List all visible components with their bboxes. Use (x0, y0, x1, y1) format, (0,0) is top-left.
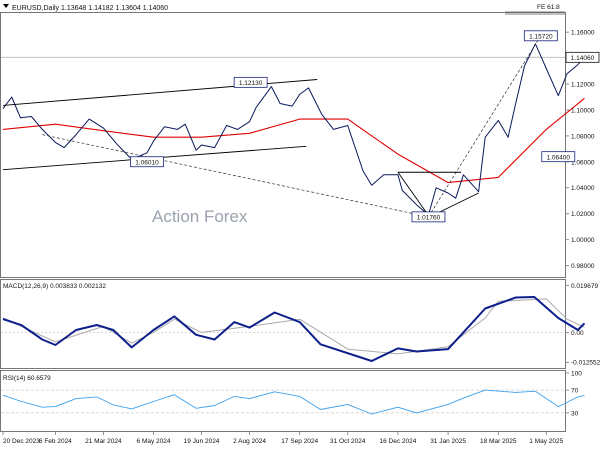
price-annotation-label: 1.12130 (239, 80, 263, 87)
macd-y-tick-label: 0.00 (571, 330, 584, 337)
support-trend-line (42, 134, 429, 218)
price-y-tick-label: 1.12000 (571, 81, 595, 88)
current-price-tag (565, 51, 600, 63)
x-tick-label: 18 Mar 2025 (480, 438, 517, 445)
macd-y-tick-label: -0.012552 (571, 360, 600, 367)
label-layer: 1.160001.140001.120001.100001.080001.060… (3, 30, 600, 445)
series-layer (2, 43, 586, 415)
price-y-tick-label: 1.08000 (571, 133, 595, 140)
x-tick-label: 6 Feb 2024 (39, 438, 72, 445)
price-line (2, 43, 585, 216)
price-annotation-box (541, 151, 576, 163)
price-panel (0, 12, 566, 278)
price-y-tick-label: 1.00000 (571, 237, 595, 244)
x-tick-label: 20 Dec 2023 (3, 438, 40, 445)
price-annotation-label: 1.06010 (135, 159, 159, 166)
x-tick-label: 2 Aug 2024 (233, 438, 266, 445)
rsi-y-tick-label: 30 (571, 410, 579, 417)
macd-line (2, 296, 586, 362)
price-annotation-box (523, 30, 558, 42)
watermark: Action Forex (152, 207, 248, 226)
x-tick-label: 19 Jun 2024 (184, 438, 220, 445)
current-price-label: 1.14060 (571, 55, 595, 62)
price-annotation-box (411, 211, 446, 223)
price-annotation-label: 1.15720 (529, 33, 553, 40)
price-annotation-box (130, 156, 164, 168)
rsi-y-tick-label: 70 (571, 388, 579, 395)
reference-lines (1, 11, 565, 414)
symbol-header: EURUSD,Daily 1.13648 1.14182 1.13604 1.1… (12, 5, 168, 12)
dropdown-arrow-icon[interactable] (3, 4, 9, 8)
x-tick-label: 21 Mar 2024 (85, 438, 122, 445)
fib-corner-label: FE 61.8 (537, 4, 560, 11)
rsi-line (2, 389, 585, 415)
price-y-tick-label: 0.98000 (571, 263, 595, 270)
fib-projection-line (428, 35, 542, 218)
price-y-tick-label: 1.16000 (571, 30, 595, 37)
x-tick-label: 31 Jan 2025 (430, 438, 466, 445)
consolidation-left-line (397, 171, 430, 218)
price-y-tick-label: 1.06000 (571, 159, 595, 166)
price-annotation-label: 1.01760 (417, 214, 441, 221)
macd-header: MACD(12,26,9) 0.003833 0.002132 (3, 283, 106, 290)
rsi-header: RSI(14) 60.6579 (3, 375, 51, 382)
rsi-y-tick-label: 100 (571, 370, 582, 377)
x-tick-label: 17 Sep 2024 (281, 438, 318, 445)
price-y-tick-label: 1.04000 (571, 185, 595, 192)
price-annotation-box (233, 76, 268, 88)
macd-panel (0, 279, 566, 369)
moving-average-line (2, 97, 585, 184)
rsi-panel (0, 370, 566, 432)
price-y-tick-label: 1.02000 (571, 211, 595, 218)
x-tick-label: 16 Dec 2024 (379, 438, 416, 445)
macd-y-tick-label: 0.019679 (571, 283, 598, 290)
x-tick-label: 1 May 2025 (529, 438, 563, 445)
price-y-tick-label: 1.10000 (571, 107, 595, 114)
x-tick-label: 31 Oct 2024 (330, 438, 366, 445)
x-tick-label: 6 May 2024 (137, 438, 171, 445)
price-annotation-label: 1.06400 (547, 154, 571, 161)
